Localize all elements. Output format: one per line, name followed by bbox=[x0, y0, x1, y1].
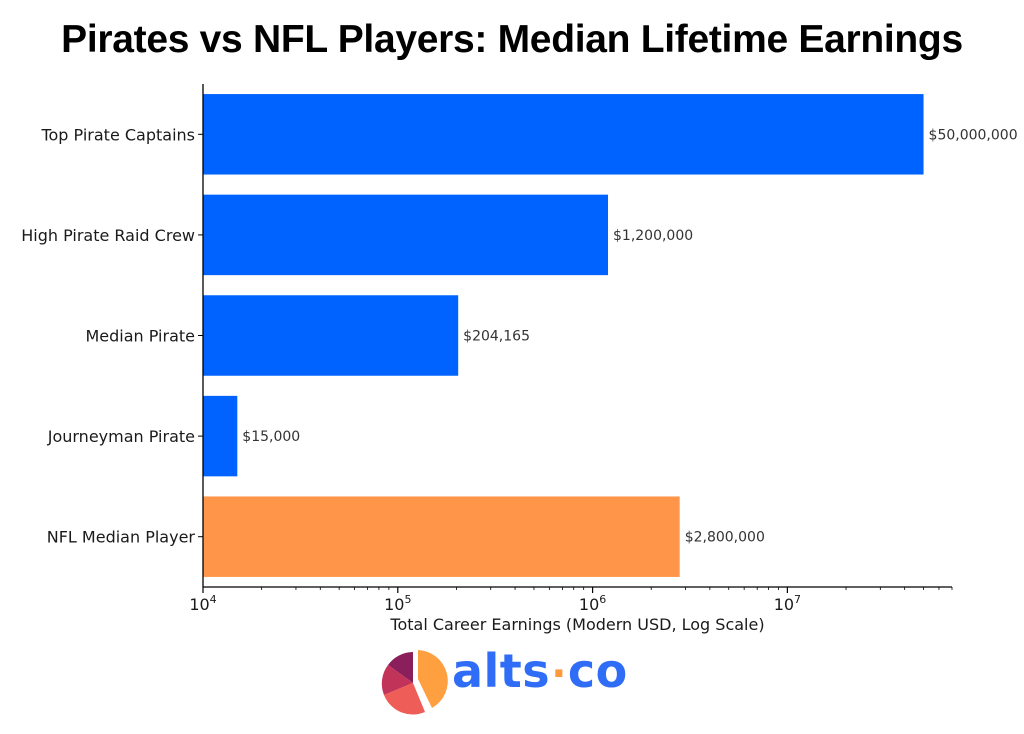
bar bbox=[203, 395, 238, 477]
bar bbox=[203, 194, 609, 276]
bar bbox=[203, 295, 459, 376]
y-tick-label: Top Pirate Captains bbox=[40, 125, 195, 144]
x-tick-label: 107 bbox=[774, 593, 801, 614]
data-label: $50,000,000 bbox=[929, 127, 1018, 143]
y-tick-label: NFL Median Player bbox=[47, 528, 196, 547]
logo-wordmark: alts·co bbox=[452, 644, 628, 698]
data-label: $204,165 bbox=[463, 329, 530, 345]
x-tick-label: 104 bbox=[189, 593, 216, 614]
data-label: $2,800,000 bbox=[685, 530, 765, 546]
logo-text-co: co bbox=[567, 644, 628, 698]
y-tick-label: High Pirate Raid Crew bbox=[21, 226, 195, 245]
data-label: $1,200,000 bbox=[613, 228, 693, 244]
chart-title: Pirates vs NFL Players: Median Lifetime … bbox=[61, 18, 963, 61]
x-axis-label: Total Career Earnings (Modern USD, Log S… bbox=[389, 615, 764, 634]
y-tick-label: Median Pirate bbox=[85, 327, 195, 346]
logo-text-alts: alts bbox=[452, 644, 551, 698]
bar bbox=[203, 94, 924, 175]
x-tick-label: 106 bbox=[579, 593, 606, 614]
y-tick-label: Journeyman Pirate bbox=[47, 427, 195, 446]
pie-chart-logo-icon bbox=[381, 650, 448, 715]
x-tick-label: 105 bbox=[384, 593, 411, 614]
logo-separator: · bbox=[551, 651, 567, 697]
alts-co-logo: alts·co bbox=[380, 644, 650, 718]
bar bbox=[203, 496, 680, 577]
bar-chart: Top Pirate Captains $50,000,000 High Pirat… bbox=[21, 84, 1018, 634]
data-label: $15,000 bbox=[242, 429, 300, 445]
